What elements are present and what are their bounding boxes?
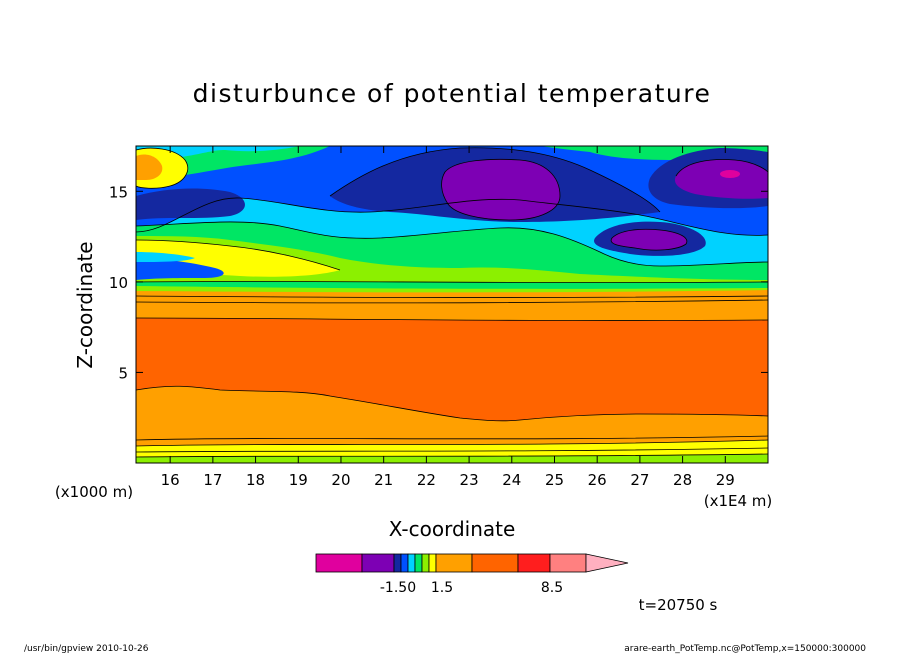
y-tick-label: 5: [118, 364, 128, 382]
x-tick-label: 23: [460, 471, 479, 489]
contour-line-2: [136, 299, 768, 304]
contour-darkblue-left: [136, 188, 245, 220]
x-tick-label: 21: [374, 471, 393, 489]
contour-purple-center: [441, 159, 560, 220]
colorbar-arrow: [585, 553, 629, 573]
contour-purple-mid-right: [611, 229, 687, 251]
plot-area: [136, 146, 768, 463]
colorbar-swatch-9: [435, 553, 473, 573]
x-tick-label: 29: [716, 471, 735, 489]
contour-line-16: [136, 239, 341, 271]
y-axis-ticks: 5 10 15: [109, 183, 768, 382]
contour-line-15: [675, 159, 768, 177]
contour-line-1: [136, 295, 768, 298]
colorbar: [315, 553, 629, 573]
colorbar-swatch-4: [400, 553, 409, 573]
plot-frame: [135, 145, 769, 464]
x-scale-note: (x1E4 m): [704, 492, 773, 510]
contour-line-11: [136, 197, 768, 236]
contour-orange-topleft: [136, 154, 163, 180]
colorbar-swatch-6: [414, 553, 423, 573]
contour-line-17: [136, 147, 189, 189]
x-tick-label: 19: [289, 471, 308, 489]
x-tick-label: 27: [630, 471, 649, 489]
x-tick-label: 22: [417, 471, 436, 489]
x-tick-label: 25: [545, 471, 564, 489]
contour-line-10: [136, 221, 768, 267]
x-tick-label: 16: [161, 471, 180, 489]
x-tick-label: 20: [331, 471, 350, 489]
contour-line-3: [136, 317, 768, 321]
x-axis-ticks: 16 17 18 19 20 21 22 23 24 25 26 27 28 29: [161, 146, 735, 489]
contour-cyan-streak: [136, 252, 195, 262]
chart-title: disturbunce of potential temperature: [193, 79, 712, 108]
x-axis-label: X-coordinate: [389, 517, 516, 541]
footer-right: arare-earth_PotTemp.nc@PotTemp,x=150000:…: [624, 644, 866, 654]
colorbar-swatch-3: [393, 553, 402, 573]
colorbar-swatch-1: [315, 553, 363, 573]
y-tick-label: 10: [109, 274, 128, 292]
contour-magenta-spot: [720, 170, 740, 178]
colorbar-swatch-11: [517, 553, 551, 573]
contour-line-14: [610, 228, 688, 251]
contour-line-6: [136, 439, 768, 447]
contour-main-redorange: [136, 318, 768, 421]
contour-lines: [136, 147, 768, 458]
y-scale-note: (x1000 m): [55, 483, 133, 501]
contour-purple-right: [674, 159, 768, 199]
time-annotation: t=20750 s: [639, 596, 718, 614]
contour-line-4: [136, 385, 768, 422]
x-tick-label: 24: [502, 471, 521, 489]
colorbar-swatch-12: [549, 553, 587, 573]
x-tick-label: 17: [203, 471, 222, 489]
colorbar-swatch-5: [407, 553, 416, 573]
colorbar-swatch-8: [428, 553, 437, 573]
contour-line-9: [136, 281, 768, 283]
colorbar-swatch-2: [361, 553, 395, 573]
contour-line-12: [329, 147, 661, 213]
contour-blue-streak: [136, 258, 224, 280]
colorbar-label-2: 1.5: [431, 580, 453, 596]
x-tick-label: 26: [588, 471, 607, 489]
footer-left: /usr/bin/gpview 2010-10-26: [24, 644, 149, 654]
contour-line-5: [136, 435, 768, 441]
y-axis-label: Z-coordinate: [73, 241, 97, 368]
y-tick-label: 15: [109, 183, 128, 201]
colorbar-label-1: -1.50: [380, 580, 416, 596]
contour-line-13: [441, 158, 561, 221]
colorbar-swatch-10: [471, 553, 519, 573]
x-tick-label: 18: [246, 471, 265, 489]
colorbar-swatch-7: [421, 553, 430, 573]
colorbar-label-3: 8.5: [541, 580, 563, 596]
contour-line-8: [136, 453, 768, 458]
x-tick-label: 28: [673, 471, 692, 489]
contour-line-7: [136, 447, 768, 453]
